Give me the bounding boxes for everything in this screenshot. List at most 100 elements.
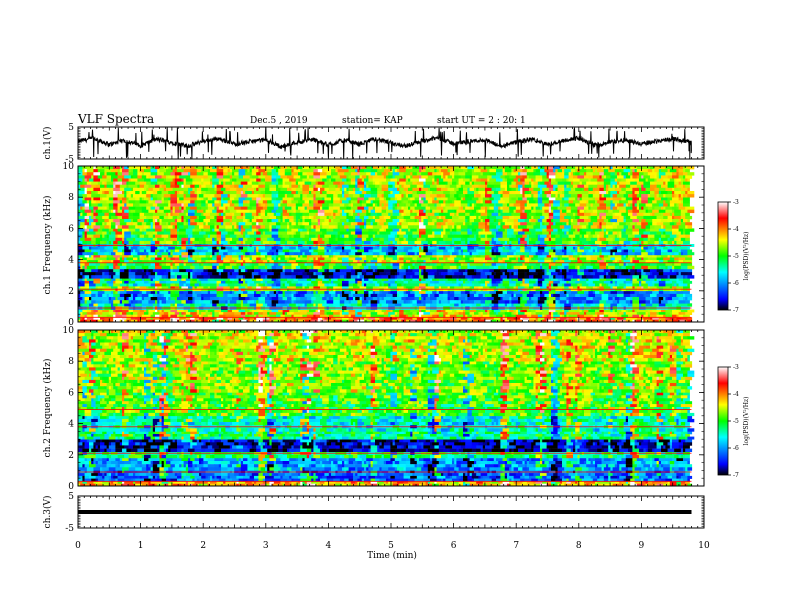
ch1-spectrogram-cell xyxy=(525,303,532,306)
ch1-spectrogram-cell xyxy=(461,197,464,200)
ch1-spectrogram-cell xyxy=(272,252,275,255)
ch1-spectrogram-cell xyxy=(324,247,329,250)
ch1-spectrogram-cell xyxy=(338,300,341,303)
ch1-spectrogram-cell xyxy=(208,235,211,238)
ch1-spectrogram-cell xyxy=(318,310,321,313)
ch1-spectrogram-cell xyxy=(399,291,404,294)
ch1-spectrogram-cell xyxy=(155,310,158,313)
ch1-spectrogram-cell xyxy=(399,269,406,272)
ch1-spectrogram-cell xyxy=(593,235,598,238)
ch1-spectrogram-cell xyxy=(395,297,402,300)
ch1-spectrogram-cell xyxy=(503,250,510,253)
ch1-spectrogram-cell xyxy=(459,278,462,281)
ch1-spectrogram-cell xyxy=(177,310,184,313)
ch1-spectrogram-cell xyxy=(357,272,362,275)
ch1-spectrogram-cell xyxy=(507,228,514,231)
ch1-spectrogram-cell xyxy=(170,294,175,297)
ch1-spectrogram-cell xyxy=(643,232,650,235)
ch1-spectrogram-cell xyxy=(109,275,112,278)
ch1-spectrogram-cell xyxy=(452,252,457,255)
ch1-spectrogram-cell xyxy=(311,272,314,275)
ch1-spectrogram-cell xyxy=(360,297,363,300)
ch1-spectrogram-cell xyxy=(175,294,180,297)
ch1-spectrogram-cell xyxy=(551,258,554,261)
ch1-spectrogram-cell xyxy=(96,275,103,278)
ch1-spectrogram-cell xyxy=(338,238,345,241)
ch1-spectrogram-cell xyxy=(324,291,329,294)
ch1-spectrogram-cell xyxy=(641,252,648,255)
ch1-spectrogram-cell xyxy=(223,294,228,297)
ch1-spectrogram-cell xyxy=(111,303,114,306)
ch1-spectrogram-cell xyxy=(373,235,376,238)
ch1-spectrogram-cell xyxy=(349,258,356,261)
ch1-spectrogram-cell xyxy=(595,310,600,313)
ch1-spectrogram-cell xyxy=(338,278,345,281)
ch1-spectrogram-cell xyxy=(250,284,257,287)
ch1-spectrogram-cell xyxy=(234,232,241,235)
ch1-spectrogram-cell xyxy=(243,258,250,261)
ch1-spectrogram-cell xyxy=(269,241,276,244)
ch1-spectrogram-cell xyxy=(98,252,105,255)
ch1-spectrogram-cell xyxy=(166,275,169,278)
ch1-spectrogram-cell xyxy=(478,286,483,289)
ch1-spectrogram-cell xyxy=(144,252,149,255)
ch1-spectrogram-cell xyxy=(492,238,495,241)
ch1-spectrogram-cell xyxy=(98,266,105,269)
ch1-spectrogram-cell xyxy=(300,269,305,272)
ch1-spectrogram-cell xyxy=(465,281,470,284)
ch1-spectrogram-cell xyxy=(201,272,208,275)
ch1-spectrogram-cell xyxy=(190,272,193,275)
ch1-spectrogram-cell xyxy=(509,241,512,244)
ch1-spectrogram-cell xyxy=(571,284,578,287)
ch1-spectrogram-cell xyxy=(511,300,518,303)
ch1-spectrogram-cell xyxy=(135,235,138,238)
ch1-spectrogram-cell xyxy=(113,241,118,244)
ch1-spectrogram-cell xyxy=(558,272,563,275)
ch1-spectrogram-cell xyxy=(256,238,261,241)
ch1-spectrogram-cell xyxy=(118,197,123,200)
ch1-spectrogram-cell xyxy=(443,275,446,278)
ch1-spectrogram-cell xyxy=(258,228,263,231)
ch1-spectrogram-cell xyxy=(346,228,349,231)
ch1-spectrogram-cell xyxy=(672,250,679,253)
ch1-spectrogram-cell xyxy=(525,281,530,284)
ch1-spectrogram-cell xyxy=(489,291,496,294)
ch1-spectrogram-cell xyxy=(298,281,305,284)
ch1-spectrogram-cell xyxy=(131,269,138,272)
ch1-spectrogram-cell xyxy=(159,278,164,281)
ch1-spectrogram-cell xyxy=(573,238,580,241)
ch1-spectrogram-cell xyxy=(584,235,589,238)
ch1-spectrogram-cell xyxy=(538,297,541,300)
ch1-spectrogram-cell xyxy=(175,300,182,303)
ch1-spectrogram-cell xyxy=(230,238,233,241)
ch1-spectrogram-cell xyxy=(388,235,395,238)
ch1-spectrogram-cell xyxy=(652,252,655,255)
ch1-spectrogram-cell xyxy=(78,232,83,235)
ch1-spectrogram-cell xyxy=(551,232,558,235)
ch1-spectrogram-cell xyxy=(192,235,197,238)
ch1-spectrogram-cell xyxy=(157,255,162,258)
ch1-spectrogram-cell xyxy=(135,252,138,255)
ch1-spectrogram-cell xyxy=(155,300,158,303)
ch1-spectrogram-cell xyxy=(289,300,292,303)
ch1-spectrogram-cell xyxy=(659,228,666,231)
ch1-spectrogram-cell xyxy=(133,284,138,287)
ch1-spectrogram-cell xyxy=(291,228,298,231)
ch1-spectrogram-cell xyxy=(305,247,310,250)
ch1-spectrogram-cell xyxy=(192,269,197,272)
ch1-spectrogram-cell xyxy=(89,232,96,235)
ch1-spectrogram-cell xyxy=(657,269,664,272)
ch1-spectrogram-cell xyxy=(470,291,475,294)
ch1-spectrogram-cell xyxy=(148,252,155,255)
ch1-spectrogram-cell xyxy=(461,284,464,287)
ch1-spectrogram-cell xyxy=(630,278,633,281)
ch1-spectrogram-cell xyxy=(107,235,110,238)
ch1-spectrogram-cell xyxy=(522,278,525,281)
ch1-spectrogram-cell xyxy=(300,235,305,238)
ch1-spectrogram-cell xyxy=(617,291,624,294)
ch1-spectrogram-cell xyxy=(104,235,107,238)
ch1-spectrogram-cell xyxy=(632,266,635,269)
ch1-spectrogram-cell xyxy=(555,247,562,250)
ch1-spectrogram-cell xyxy=(426,278,431,281)
ch1-spectrogram-cell xyxy=(465,310,470,313)
